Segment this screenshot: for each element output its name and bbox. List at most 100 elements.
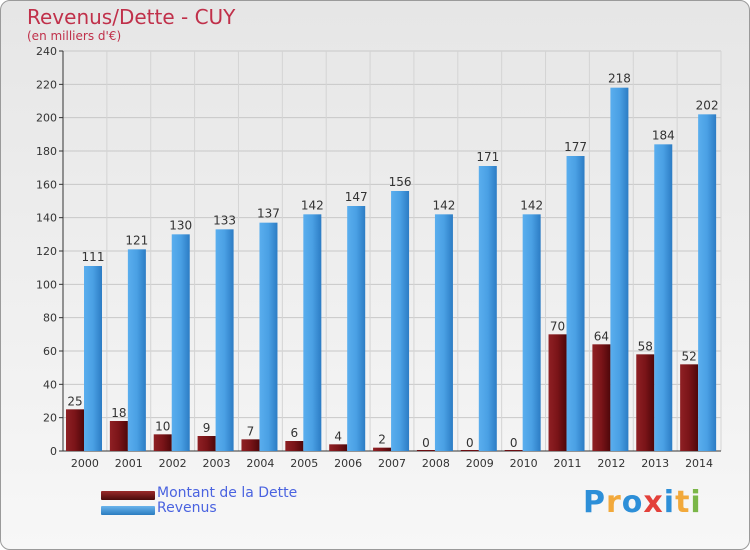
legend-label-dette: Montant de la Dette — [157, 485, 298, 501]
data-label-revenus: 137 — [257, 207, 280, 221]
x-tick-label: 2003 — [203, 457, 231, 470]
bar-revenus — [478, 166, 497, 451]
y-tick-label: 180 — [36, 145, 57, 158]
logo-letter: o — [621, 485, 644, 520]
legend-swatch-revenus — [101, 506, 155, 515]
bar-dette — [460, 450, 479, 451]
x-tick-label: 2012 — [597, 457, 625, 470]
data-label-dette: 6 — [291, 426, 299, 440]
data-label-revenus: 133 — [213, 213, 236, 227]
bar-dette — [592, 344, 611, 451]
y-tick-label: 0 — [50, 445, 57, 458]
data-label-revenus: 171 — [476, 150, 499, 164]
y-tick-label: 160 — [36, 178, 57, 191]
x-tick-label: 2014 — [685, 457, 713, 470]
legend-swatch-dette — [101, 491, 155, 500]
y-tick-label: 80 — [43, 312, 57, 325]
bar-dette — [548, 334, 567, 451]
bar-revenus — [303, 214, 322, 451]
x-tick-label: 2007 — [378, 457, 406, 470]
logo-letter: i — [663, 485, 676, 520]
x-tick-label: 2010 — [510, 457, 538, 470]
data-label-dette: 0 — [510, 436, 518, 450]
y-tick-label: 140 — [36, 212, 57, 225]
bar-revenus — [566, 156, 585, 451]
bar-dette — [680, 364, 699, 451]
bar-revenus — [391, 191, 410, 451]
y-tick-label: 60 — [43, 345, 57, 358]
data-label-revenus: 142 — [432, 198, 455, 212]
data-label-dette: 2 — [378, 433, 386, 447]
data-label-dette: 10 — [155, 419, 170, 433]
logo-letter: t — [675, 485, 691, 520]
bar-dette — [416, 450, 435, 451]
y-tick-label: 220 — [36, 78, 57, 91]
data-label-revenus: 177 — [564, 140, 587, 154]
data-label-revenus: 202 — [696, 98, 719, 112]
bar-revenus — [259, 222, 278, 451]
bar-dette — [153, 434, 172, 451]
chart-subtitle: (en milliers d'€) — [27, 29, 122, 43]
bar-revenus — [610, 87, 629, 452]
data-label-revenus: 121 — [125, 233, 148, 247]
bar-dette — [329, 444, 348, 451]
data-label-revenus: 142 — [520, 198, 543, 212]
data-label-revenus: 156 — [389, 175, 412, 189]
logo-letter: i — [690, 485, 702, 520]
y-tick-label: 40 — [43, 378, 57, 391]
bar-revenus — [215, 229, 234, 451]
data-label-dette: 70 — [550, 319, 565, 333]
bar-revenus — [654, 144, 673, 452]
logo-letter: r — [606, 485, 622, 520]
y-tick-label: 240 — [36, 45, 57, 58]
bar-revenus — [171, 234, 190, 451]
y-tick-label: 100 — [36, 278, 57, 291]
bar-dette — [66, 409, 84, 451]
data-label-dette: 58 — [638, 339, 653, 353]
bar-dette — [285, 441, 304, 451]
x-tick-label: 2000 — [71, 457, 99, 470]
bar-revenus — [127, 249, 146, 451]
y-tick-label: 20 — [43, 412, 57, 425]
bar-dette — [241, 439, 260, 451]
x-tick-label: 2002 — [159, 457, 187, 470]
logo-letter: x — [643, 485, 664, 520]
bar-dette — [504, 450, 523, 451]
proxiti-logo: Proxiti — [583, 485, 702, 520]
x-tick-label: 2004 — [246, 457, 274, 470]
x-tick-label: 2006 — [334, 457, 362, 470]
logo-letter: P — [583, 485, 606, 520]
x-tick-label: 2008 — [422, 457, 450, 470]
chart-title: Revenus/Dette - CUY — [27, 5, 236, 29]
bar-dette — [636, 354, 655, 451]
x-tick-label: 2001 — [115, 457, 143, 470]
data-label-dette: 64 — [594, 329, 609, 343]
bar-dette — [109, 421, 128, 451]
data-label-revenus: 130 — [169, 218, 192, 232]
data-label-dette: 0 — [422, 436, 430, 450]
data-label-dette: 0 — [466, 436, 474, 450]
y-tick-label: 120 — [36, 245, 57, 258]
bar-revenus — [84, 266, 102, 451]
bar-revenus — [522, 214, 541, 451]
data-label-dette: 25 — [67, 394, 82, 408]
data-label-dette: 7 — [247, 424, 255, 438]
bar-dette — [197, 436, 216, 451]
legend-label-revenus: Revenus — [157, 500, 217, 516]
data-label-revenus: 218 — [608, 72, 631, 86]
bar-revenus — [698, 114, 717, 451]
x-tick-label: 2005 — [290, 457, 318, 470]
data-label-revenus: 147 — [345, 190, 368, 204]
y-tick-label: 200 — [36, 112, 57, 125]
bar-revenus — [434, 214, 453, 451]
data-label-dette: 9 — [203, 421, 211, 435]
data-label-revenus: 111 — [82, 250, 105, 264]
x-tick-label: 2011 — [553, 457, 581, 470]
data-label-revenus: 184 — [652, 128, 675, 142]
bar-dette — [373, 447, 392, 451]
data-label-dette: 18 — [111, 406, 126, 420]
data-label-revenus: 142 — [301, 198, 324, 212]
x-tick-label: 2009 — [466, 457, 494, 470]
